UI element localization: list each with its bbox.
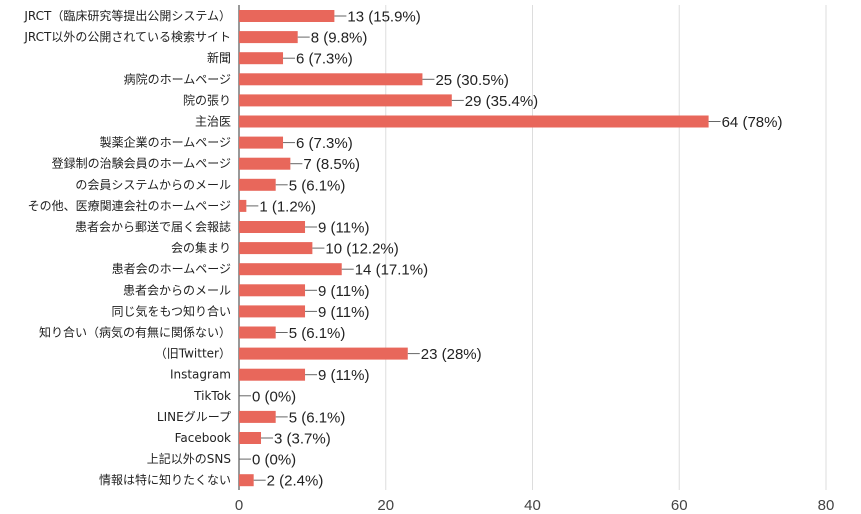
data-label: 7 (8.5%) — [303, 156, 360, 173]
category-label: 情報は特に知りたくない — [99, 472, 231, 487]
bar — [239, 432, 262, 444]
category-label: 患者会からのメール — [123, 283, 231, 297]
category-label: 知り合い（病気の有無に関係ない） — [39, 325, 231, 340]
bar — [239, 31, 298, 44]
bar — [239, 284, 306, 297]
data-label: 5 (6.1%) — [289, 409, 346, 426]
data-label: 13 (15.9%) — [347, 9, 420, 26]
category-label: 病院のホームページ — [124, 71, 231, 86]
bar — [239, 73, 423, 86]
category-label: 院の張り — [183, 93, 231, 107]
bar — [239, 305, 306, 318]
data-label: 64 (78%) — [722, 114, 783, 131]
data-label: 0 (0%) — [252, 452, 296, 469]
data-label: 2 (2.4%) — [267, 473, 324, 490]
bar — [239, 242, 313, 255]
category-label: Facebook — [175, 431, 231, 445]
data-label: 0 (0%) — [252, 388, 296, 405]
category-label: 同じ気をもつ知り合い — [111, 303, 231, 318]
category-label: TikTok — [193, 389, 231, 403]
data-label: 5 (6.1%) — [289, 177, 346, 194]
data-label: 29 (35.4%) — [465, 93, 538, 110]
category-label: LINEグループ — [157, 410, 231, 424]
bar — [239, 52, 284, 65]
bar — [239, 10, 335, 22]
category-label: 登録制の治験会員のホームページ — [52, 156, 231, 171]
bar — [239, 115, 709, 128]
category-label: 製薬企業のホームページ — [100, 135, 231, 150]
category-label: （旧Twitter） — [155, 347, 231, 361]
category-label: の会員システムからのメール — [75, 178, 231, 192]
data-label: 1 (1.2%) — [259, 198, 316, 215]
data-label: 6 (7.3%) — [296, 135, 353, 152]
bar — [239, 136, 284, 149]
data-label: 5 (6.1%) — [289, 325, 346, 342]
bar — [239, 368, 306, 381]
data-label: 9 (11%) — [318, 304, 369, 321]
category-label: 患者会から郵送で届く会報誌 — [75, 219, 231, 234]
x-tick-label: 60 — [671, 497, 688, 514]
bar — [239, 221, 306, 233]
category-label: 主治医 — [195, 115, 231, 129]
x-tick-label: 40 — [524, 497, 541, 514]
data-label: 8 (9.8%) — [311, 30, 368, 47]
category-label: 患者会のホームページ — [112, 262, 231, 276]
bar — [239, 410, 276, 423]
bar — [239, 347, 408, 360]
category-label: 新聞 — [207, 50, 231, 65]
category-label: JRCT以外の公開されている検索サイト — [23, 30, 231, 44]
data-label: 3 (3.7%) — [274, 431, 331, 448]
data-label: 9 (11%) — [318, 367, 369, 384]
data-label: 10 (12.2%) — [325, 241, 398, 258]
x-tick-label: 80 — [818, 497, 835, 514]
data-label: 6 (7.3%) — [296, 51, 353, 68]
category-label: 上記以外のSNS — [147, 451, 231, 466]
bar — [239, 157, 291, 170]
data-label: 9 (11%) — [318, 283, 369, 300]
bar — [239, 94, 452, 107]
category-label: その他、医療関連会社のホームページ — [28, 198, 231, 213]
data-label: 25 (30.5%) — [435, 72, 508, 89]
bar — [239, 178, 276, 191]
category-label: JRCT（臨床研究等提出公開システム） — [23, 8, 231, 23]
bar — [239, 474, 254, 487]
x-tick-label: 20 — [377, 497, 394, 514]
data-label: 9 (11%) — [318, 220, 369, 237]
bar — [239, 263, 342, 276]
data-label: 23 (28%) — [421, 346, 482, 363]
category-label: 会の集まり — [171, 240, 231, 255]
bar — [239, 199, 247, 212]
data-label: 14 (17.1%) — [355, 262, 428, 279]
bar — [239, 326, 276, 339]
category-label: Instagram — [170, 368, 231, 382]
x-tick-label: 0 — [235, 497, 243, 514]
